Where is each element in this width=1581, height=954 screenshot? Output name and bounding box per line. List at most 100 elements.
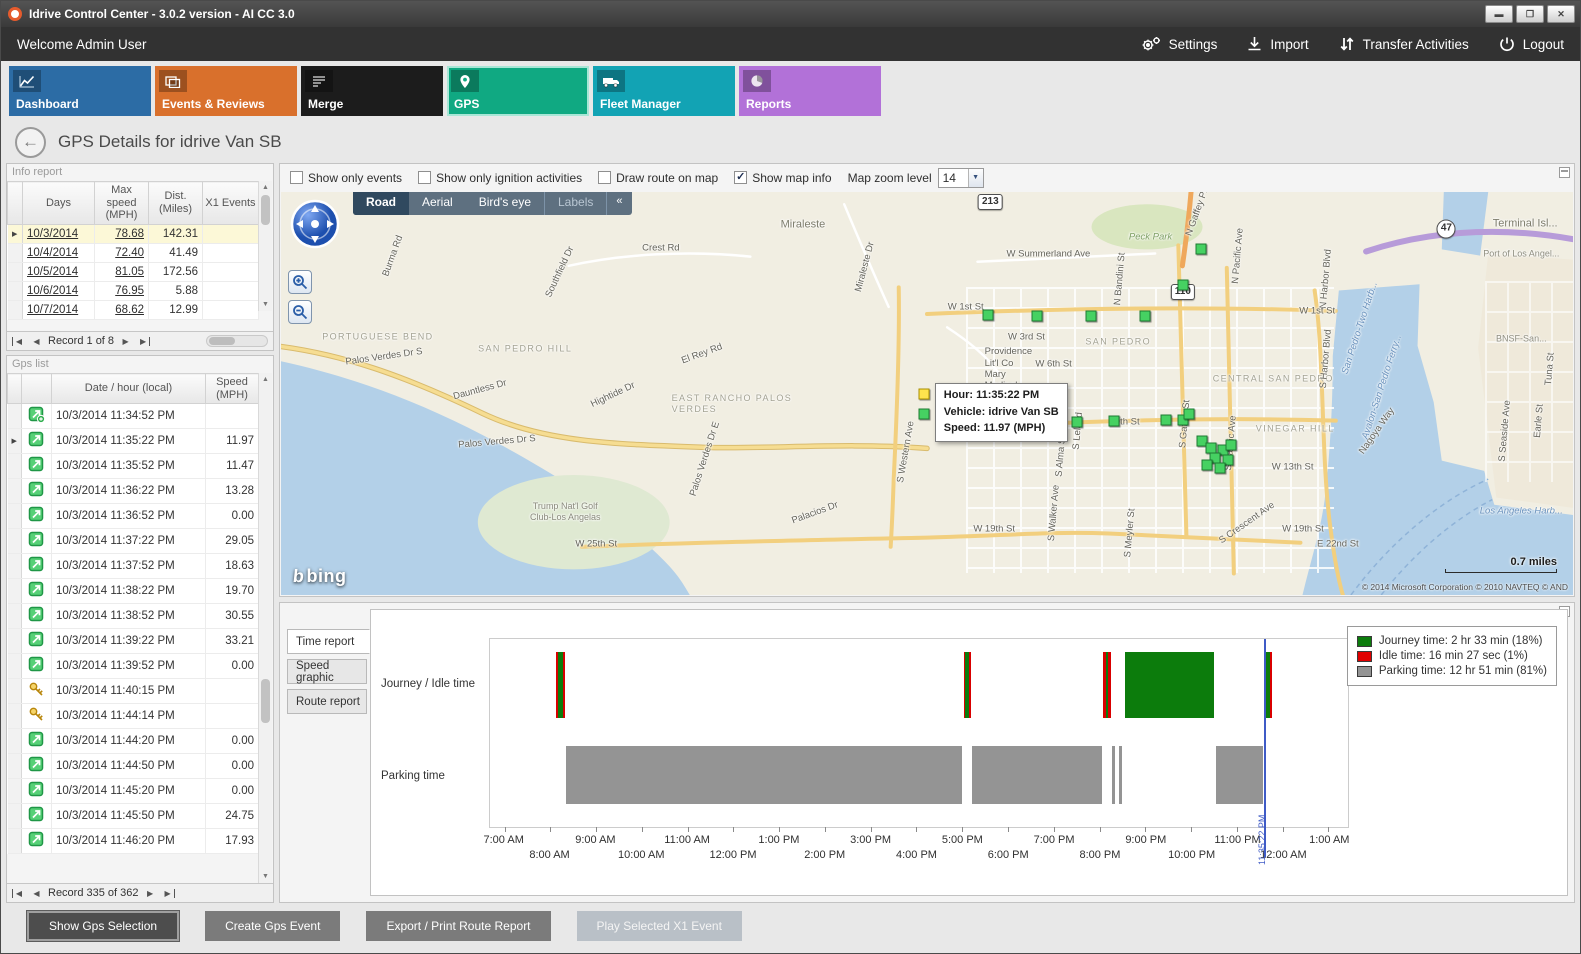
map-tabs-collapse-button[interactable]: « — [606, 192, 631, 215]
gps-list-row[interactable]: ▶ 10/3/2014 11:35:22 PM 11.97 — [7, 428, 259, 455]
gps-list-row[interactable]: 10/3/2014 11:35:52 PM 11.47 — [7, 453, 259, 480]
map-tab-road[interactable]: Road — [353, 192, 409, 215]
col-x1-events[interactable]: X1 Events — [202, 181, 259, 225]
gps-marker[interactable] — [1225, 439, 1237, 451]
max-speed-link[interactable]: 78.68 — [115, 227, 144, 240]
pager-prev-button[interactable]: ◀ — [33, 888, 40, 898]
tab-speed-graphic[interactable]: Speed graphic — [287, 659, 367, 684]
gps-list-row[interactable]: 10/3/2014 11:44:50 PM 0.00 — [7, 753, 259, 780]
gps-list-row[interactable]: 10/3/2014 11:39:22 PM 33.21 — [7, 628, 259, 655]
gps-list-row[interactable]: 10/3/2014 11:40:15 PM — [7, 678, 259, 705]
gps-marker[interactable] — [1071, 416, 1083, 428]
col-datetime[interactable]: Date / hour (local) — [51, 372, 206, 405]
map-zoom-level-select[interactable]: 14 ▼ — [937, 167, 984, 188]
time-cursor[interactable]: 11:35:22 PM — [1257, 639, 1267, 865]
gps-list-row[interactable]: 10/3/2014 11:44:20 PM 0.00 — [7, 728, 259, 755]
info-report-row[interactable]: 10/5/2014 81.05 172.56 — [7, 262, 259, 282]
map-zoom-out-button[interactable] — [288, 300, 312, 324]
checkbox-show-map-info[interactable]: ✓ Show map info — [734, 170, 832, 185]
day-link[interactable]: 10/3/2014 — [27, 227, 79, 240]
show-gps-selection-button[interactable]: Show Gps Selection — [27, 911, 180, 941]
map-tab-birds-eye[interactable]: Bird's eye — [478, 195, 531, 209]
pager-prev-button[interactable]: ◀ — [33, 336, 40, 346]
day-link[interactable]: 10/4/2014 — [27, 246, 79, 259]
gps-list-row[interactable]: 10/3/2014 11:45:50 PM 24.75 — [7, 803, 259, 830]
tab-reports[interactable]: Reports — [739, 66, 881, 116]
play-selected-x1-event-button[interactable]: Play Selected X1 Event — [576, 911, 742, 941]
export-print-route-report-button[interactable]: Export / Print Route Report — [366, 911, 551, 941]
max-speed-link[interactable]: 68.62 — [115, 303, 144, 316]
maximize-button[interactable]: ❐ — [1516, 5, 1544, 23]
gps-marker[interactable] — [1160, 414, 1172, 426]
gps-list-row[interactable]: 10/3/2014 11:39:52 PM 0.00 — [7, 653, 259, 680]
gps-marker[interactable] — [1085, 310, 1097, 322]
gps-marker[interactable] — [982, 309, 994, 321]
vertical-scrollbar[interactable]: ▲ ▼ — [258, 373, 272, 883]
tab-events-reviews[interactable]: Events & Reviews — [155, 66, 297, 116]
gps-list-row[interactable]: 10/3/2014 11:34:52 PM — [7, 403, 259, 430]
logout-button[interactable]: Logout — [1499, 36, 1564, 52]
gps-marker[interactable] — [1196, 435, 1208, 447]
tab-time-report[interactable]: Time report — [287, 629, 370, 654]
day-link[interactable]: 10/6/2014 — [27, 284, 79, 297]
gps-marker[interactable] — [918, 408, 930, 420]
col-speed[interactable]: Speed (MPH) — [205, 372, 259, 405]
gps-marker[interactable] — [1183, 408, 1195, 420]
tab-route-report[interactable]: Route report — [287, 689, 367, 714]
collapse-panel-button[interactable] — [1559, 167, 1570, 178]
gps-marker[interactable] — [1108, 415, 1120, 426]
col-max-speed[interactable]: Max speed (MPH) — [94, 181, 149, 225]
gps-list-row[interactable]: 10/3/2014 11:37:52 PM 18.63 — [7, 553, 259, 580]
pager-next-button[interactable]: ▶ — [146, 888, 154, 898]
day-link[interactable]: 10/7/2014 — [27, 303, 79, 316]
back-button[interactable]: ← — [15, 126, 46, 158]
horizontal-scrollbar[interactable] — [206, 335, 268, 347]
gps-marker[interactable] — [1177, 414, 1189, 426]
gps-marker[interactable] — [1214, 462, 1226, 474]
tab-fleet-manager[interactable]: Fleet Manager — [593, 66, 735, 116]
map-zoom-in-button[interactable] — [288, 270, 312, 294]
max-speed-link[interactable]: 81.05 — [115, 265, 144, 278]
tab-gps[interactable]: GPS — [447, 66, 589, 116]
info-report-row[interactable]: 10/6/2014 76.95 5.88 — [7, 281, 259, 301]
gps-list-row[interactable]: 10/3/2014 11:38:52 PM 30.55 — [7, 603, 259, 630]
close-button[interactable]: ✕ — [1547, 5, 1575, 23]
transfer-activities-button[interactable]: Transfer Activities — [1339, 36, 1469, 52]
col-days[interactable]: Days — [22, 181, 95, 225]
gps-list-row[interactable]: 10/3/2014 11:45:20 PM 0.00 — [7, 778, 259, 805]
gps-list-row[interactable]: 10/3/2014 11:36:52 PM 0.00 — [7, 503, 259, 530]
minimize-button[interactable]: ▬ — [1485, 5, 1513, 23]
pager-first-button[interactable]: ◀ — [12, 888, 25, 898]
create-gps-event-button[interactable]: Create Gps Event — [205, 911, 341, 941]
map-tab-labels[interactable]: Labels — [544, 192, 606, 215]
vertical-scrollbar[interactable]: ▲ ▼ — [258, 181, 272, 311]
pager-last-button[interactable]: ▶ — [162, 888, 175, 898]
map-compass-control[interactable] — [290, 199, 340, 254]
map-canvas[interactable]: Miraleste Peck Park W Summerland Ave Crest … — [281, 192, 1573, 595]
gps-list-row[interactable]: 10/3/2014 11:37:22 PM 29.05 — [7, 528, 259, 555]
tab-merge[interactable]: Merge — [301, 66, 443, 116]
max-speed-link[interactable]: 72.40 — [115, 246, 144, 259]
gps-marker[interactable] — [1031, 310, 1043, 322]
pager-last-button[interactable]: ▶ — [137, 336, 151, 346]
tab-dashboard[interactable]: Dashboard — [9, 66, 151, 116]
info-report-row[interactable]: ▶ 10/3/2014 78.68 142.31 — [7, 224, 259, 244]
settings-button[interactable]: Settings — [1141, 36, 1217, 52]
gps-list-row[interactable]: 10/3/2014 11:46:20 PM 17.93 — [7, 828, 259, 855]
bing-logo[interactable]: bbing — [292, 566, 347, 586]
map-tab-aerial[interactable]: Aerial — [422, 195, 453, 209]
col-dist[interactable]: Dist. (Miles) — [148, 181, 203, 225]
info-report-row[interactable]: 10/4/2014 72.40 41.49 — [7, 243, 259, 263]
pager-first-button[interactable]: ◀ — [12, 336, 25, 346]
checkbox-show-only-events[interactable]: Show only events — [290, 171, 402, 185]
gps-marker[interactable] — [1222, 454, 1234, 466]
gps-marker[interactable] — [1177, 279, 1189, 291]
max-speed-link[interactable]: 76.95 — [115, 284, 144, 297]
gps-marker[interactable] — [918, 388, 930, 400]
gps-marker[interactable] — [1201, 459, 1213, 471]
pager-next-button[interactable]: ▶ — [122, 336, 129, 346]
gps-list-row[interactable]: 10/3/2014 11:36:22 PM 13.28 — [7, 478, 259, 505]
checkbox-show-only-ignition-activities[interactable]: Show only ignition activities — [418, 171, 582, 185]
gps-marker[interactable] — [1139, 310, 1151, 322]
gps-list-row[interactable]: 10/3/2014 11:38:22 PM 19.70 — [7, 578, 259, 605]
